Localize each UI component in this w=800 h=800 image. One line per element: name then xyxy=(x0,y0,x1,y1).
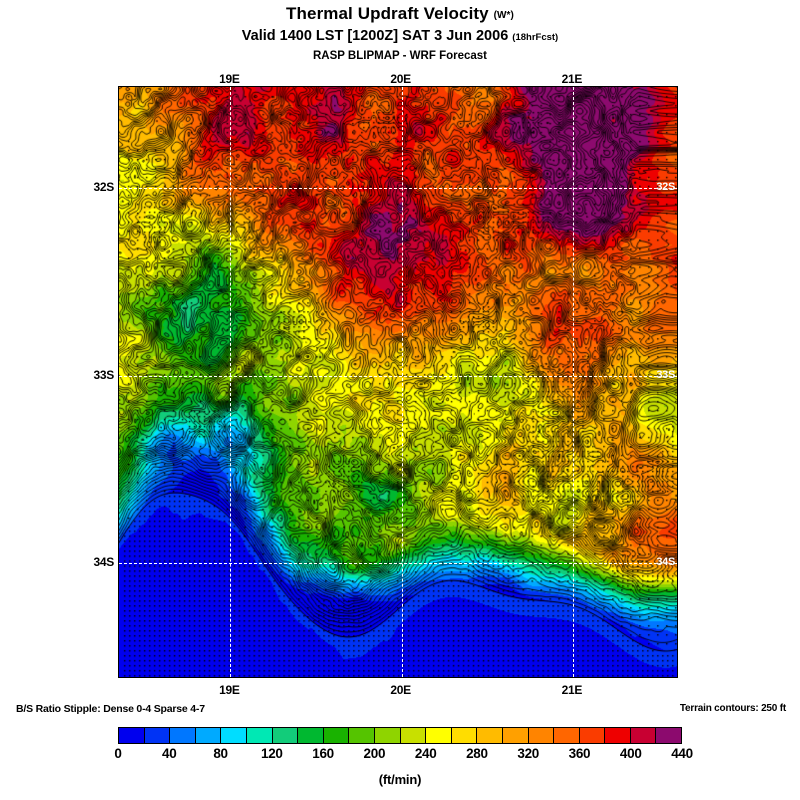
colorbar-tick-360: 360 xyxy=(568,746,591,761)
colorbar-tick-0: 0 xyxy=(114,746,122,761)
colorbar-segment-140[interactable] xyxy=(298,728,324,743)
colorbar-segment-320[interactable] xyxy=(528,728,555,743)
colorbar-segment-180[interactable] xyxy=(349,728,375,743)
colorbar-segment-160[interactable] xyxy=(323,728,350,743)
colorbar-segment-260[interactable] xyxy=(451,728,478,743)
stipple-legend-note: B/S Ratio Stipple: Dense 0-4 Sparse 4-7 xyxy=(16,703,205,715)
colorbar-segment-380[interactable] xyxy=(605,728,631,743)
lon-tick-top-19e: 19E xyxy=(219,72,240,86)
colorbar-tick-40: 40 xyxy=(162,746,177,761)
lat-tick-right-34s: 34S xyxy=(656,555,675,568)
colorbar-segment-0[interactable] xyxy=(119,728,145,743)
lat-tick-left-32s: 32S xyxy=(93,180,115,195)
colorbar-tick-400: 400 xyxy=(619,746,642,761)
colorbar-segment-280[interactable] xyxy=(477,728,503,743)
latitude-axis-left: 32S 33S 34S xyxy=(0,0,115,800)
colorbar-segment-60[interactable] xyxy=(195,728,222,743)
title-block: Thermal Updraft Velocity (W*) Valid 1400… xyxy=(0,4,800,64)
colorbar-segments[interactable] xyxy=(118,727,682,744)
lon-tick-bottom-21e: 21E xyxy=(561,683,583,697)
model-source-subtitle: RASP BLIPMAP - WRF Forecast xyxy=(312,50,488,62)
colorbar-segment-400[interactable] xyxy=(630,728,657,743)
colorbar-tick-240: 240 xyxy=(414,746,437,761)
lon-tick-bottom-19e: 19E xyxy=(219,683,240,697)
colorbar-tick-160: 160 xyxy=(312,746,334,761)
colorbar-segment-20[interactable] xyxy=(144,728,171,743)
thermal-updraft-heatmap[interactable] xyxy=(119,87,677,677)
colorbar-units-label: (ft/min) xyxy=(378,772,422,787)
colorbar[interactable] xyxy=(118,727,682,744)
terrain-contour-note: Terrain contours: 250 ft xyxy=(679,703,786,714)
lat-tick-left-34s: 34S xyxy=(93,554,115,569)
colorbar-tick-320: 320 xyxy=(517,746,539,761)
colorbar-tick-200: 200 xyxy=(363,746,386,761)
colorbar-segment-100[interactable] xyxy=(246,728,273,743)
colorbar-segment-120[interactable] xyxy=(272,728,299,743)
lon-tick-top-21e: 21E xyxy=(561,72,583,86)
colorbar-tick-120: 120 xyxy=(261,746,283,761)
colorbar-segment-360[interactable] xyxy=(579,728,606,743)
map-panel[interactable]: 32S 33S 34S xyxy=(118,86,678,678)
colorbar-tick-440: 440 xyxy=(671,746,693,761)
forecast-hour-superscript: (18hrFcst) xyxy=(512,32,559,43)
colorbar-tick-labels: 0 40 80 120 160 200 240 280 320 360 400 440 xyxy=(114,746,693,764)
lat-tick-right-33s: 33S xyxy=(656,368,675,381)
colorbar-segment-240[interactable] xyxy=(426,728,452,743)
colorbar-segment-220[interactable] xyxy=(400,728,427,743)
main-title-superscript: (W*) xyxy=(493,10,514,21)
colorbar-segment-300[interactable] xyxy=(502,728,529,743)
main-title-text: Thermal Updraft Velocity xyxy=(286,4,489,23)
lon-tick-bottom-20e: 20E xyxy=(390,683,411,697)
lat-tick-left-33s: 33S xyxy=(93,367,115,382)
colorbar-segment-80[interactable] xyxy=(221,728,247,743)
colorbar-tick-280: 280 xyxy=(466,746,488,761)
colorbar-segment-340[interactable] xyxy=(554,728,580,743)
colorbar-tick-80: 80 xyxy=(213,746,228,761)
colorbar-segment-40[interactable] xyxy=(170,728,196,743)
valid-time-subtitle: Valid 1400 LST [1200Z] SAT 3 Jun 2006 (1… xyxy=(0,27,800,47)
colorbar-segment-200[interactable] xyxy=(374,728,401,743)
colorbar-segment-420[interactable] xyxy=(656,728,682,743)
valid-time-text: Valid 1400 LST [1200Z] SAT 3 Jun 2006 xyxy=(241,28,509,44)
page-title: Thermal Updraft Velocity (W*) xyxy=(0,4,800,26)
lon-tick-top-20e: 20E xyxy=(390,72,411,86)
lat-tick-right-32s: 32S xyxy=(656,181,675,194)
